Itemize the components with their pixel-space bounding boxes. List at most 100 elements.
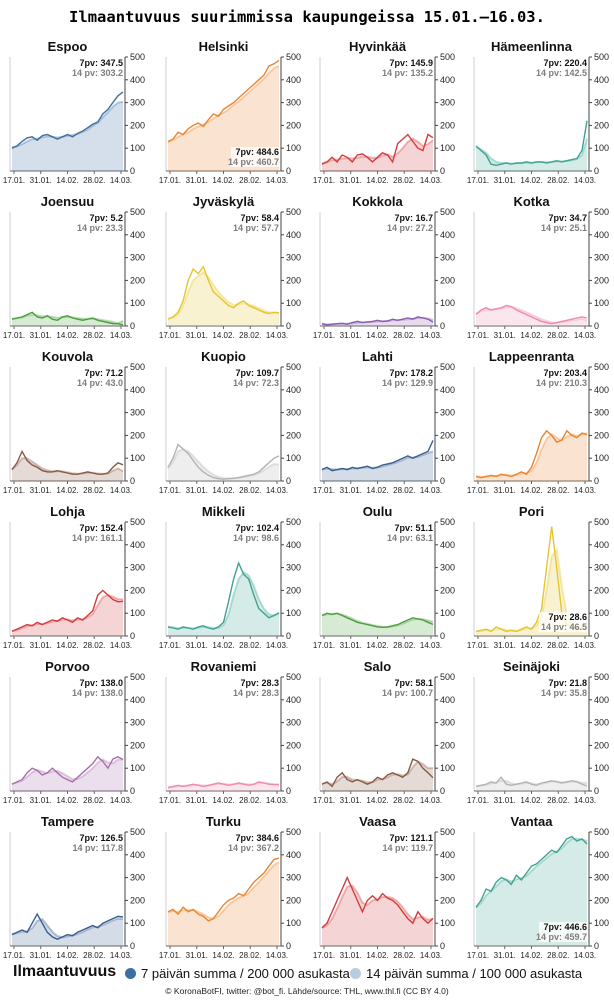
y-tick-label: 400 [594,695,609,705]
y-tick-label: 500 [286,207,301,217]
series-14day-area [322,885,433,946]
panel-oulu: Oulu 0 100 200 300 400 500 17.01. 31.01. 14.02. 28… [313,504,455,650]
panel-title: Porvoo [45,659,90,674]
y-tick-label: 100 [594,763,609,773]
x-tick-label: 17.01. [159,331,181,340]
series-7day-line [167,59,280,143]
value-label-backdrop [231,213,279,233]
value-label-backdrop [231,678,279,698]
x-tick-label: 14.03. [110,641,132,650]
y-tick-label: 400 [440,230,455,240]
y-tick-label: 500 [594,827,609,837]
y-tick-label: 400 [130,695,145,705]
series-7day-line [321,758,434,788]
x-tick-label: 17.01. [313,176,335,185]
value-label-backdrop [539,922,587,942]
x-tick-label: 14.03. [574,176,596,185]
value-label-7day: 7pv: 347.5 [79,58,123,68]
y-tick-label: 100 [594,143,609,153]
x-tick-label: 17.01. [3,331,25,340]
y-tick-label: 400 [286,385,301,395]
y-tick-label: 300 [594,253,609,263]
value-label-7day: 7pv: 121.1 [389,833,433,843]
y-tick-label: 0 [440,941,445,951]
value-label-backdrop [539,213,587,233]
series-14day-area [12,458,123,481]
y-tick-label: 200 [594,275,609,285]
y-tick-label: 400 [594,540,609,550]
y-tick-label: 500 [130,362,145,372]
panel-title: Tampere [41,814,94,829]
value-label-backdrop [385,58,433,78]
chart-title: Ilmaantuvuus suurimmissa kaupungeissa 15… [69,8,545,26]
y-tick-label: 300 [440,563,455,573]
value-label-backdrop [231,147,279,167]
y-tick-label: 500 [130,207,145,217]
value-label-14day: 14 pv: 142.5 [536,68,587,78]
value-label-backdrop [539,678,587,698]
x-tick-label: 17.01. [3,796,25,805]
value-label-14day: 14 pv: 210.3 [536,378,587,388]
value-label-14day: 14 pv: 43.0 [77,378,123,388]
y-tick-label: 300 [440,253,455,263]
x-tick-label: 31.01. [494,176,516,185]
y-tick-label: 100 [440,918,455,928]
value-label-7day: 7pv: 58.4 [240,213,279,223]
panel-lohja: Lohja 0 100 200 300 400 500 17.01. 31.01. 14.02. 2… [3,504,145,650]
panel-title: Joensuu [41,194,95,209]
x-tick-label: 14.03. [266,951,288,960]
y-tick-label: 500 [286,517,301,527]
series-7day-line [475,304,588,325]
value-label-14day: 14 pv: 161.1 [72,533,123,543]
y-tick-label: 400 [130,385,145,395]
y-tick-label: 100 [440,143,455,153]
x-tick-label: 14.03. [266,176,288,185]
series-14day-area [12,918,123,946]
y-tick-label: 100 [130,763,145,773]
panel-pori: Pori 0 100 200 300 400 500 17.01. 31.01. 14.02. 28… [467,504,609,650]
y-tick-label: 400 [440,695,455,705]
y-tick-label: 400 [286,695,301,705]
y-tick-label: 400 [286,230,301,240]
y-tick-label: 100 [286,453,301,463]
y-tick-label: 100 [594,608,609,618]
y-tick-label: 400 [594,75,609,85]
value-label-7day: 7pv: 58.1 [394,678,433,688]
y-tick-label: 300 [286,408,301,418]
x-tick-label: 31.01. [340,331,362,340]
x-tick-label: 14.03. [420,796,442,805]
y-tick-label: 300 [594,718,609,728]
panel-title: Turku [206,814,241,829]
panel-porvoo: Porvoo 0 100 200 300 400 500 17.01. 31.01. 14.02.… [3,659,145,805]
series-7day-line [475,776,588,788]
y-tick-label: 0 [594,941,599,951]
x-tick-label: 14.02. [520,486,542,495]
x-tick-label: 28.02. [393,176,415,185]
y-tick-label: 0 [440,631,445,641]
y-tick-label: 100 [594,298,609,308]
series-7day-line [321,133,434,165]
x-tick-label: 17.01. [3,486,25,495]
y-tick-label: 500 [130,52,145,62]
value-label-7day: 7pv: 126.5 [79,833,123,843]
x-tick-label: 14.03. [110,331,132,340]
value-label-7day: 7pv: 446.6 [543,922,587,932]
series-7day-line [475,120,588,167]
y-tick-label: 500 [286,52,301,62]
x-tick-label: 14.02. [366,951,388,960]
panel-h-meenlinna: Hämeenlinna 0 100 200 300 400 500 17.01. 31.01. 1… [467,39,609,185]
value-label-14day: 14 pv: 63.1 [387,533,433,543]
y-tick-label: 300 [594,873,609,883]
x-tick-label: 31.01. [340,486,362,495]
x-tick-label: 31.01. [30,951,52,960]
value-label-backdrop [385,678,433,698]
x-tick-label: 17.01. [467,486,489,495]
y-tick-label: 100 [440,608,455,618]
value-label-7day: 7pv: 484.6 [235,147,279,157]
panel-title: Hämeenlinna [491,39,573,54]
y-tick-label: 100 [130,298,145,308]
panel-vaasa: Vaasa 0 100 200 300 400 500 17.01. 31.01. 14.02. 2… [313,814,455,960]
x-tick-label: 14.02. [520,951,542,960]
y-tick-label: 400 [440,850,455,860]
x-tick-label: 14.02. [366,486,388,495]
